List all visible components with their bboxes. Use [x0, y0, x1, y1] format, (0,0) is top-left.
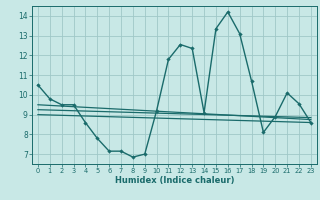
X-axis label: Humidex (Indice chaleur): Humidex (Indice chaleur)	[115, 176, 234, 185]
